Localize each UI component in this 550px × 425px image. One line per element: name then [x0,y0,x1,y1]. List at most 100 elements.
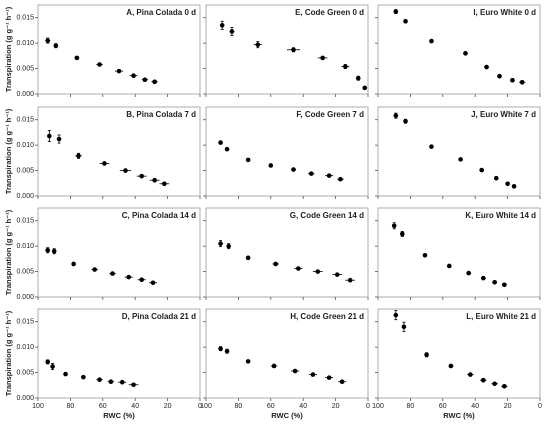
point [493,175,499,181]
point [343,64,348,69]
point [255,42,261,47]
point [152,79,157,85]
point [401,324,407,330]
point [326,375,332,380]
plot-frame [377,308,541,399]
point [162,181,167,187]
plot-frame [377,207,541,298]
point [63,371,68,377]
y-tick-label: 0.005 [16,268,34,275]
y-axis-label: Transpiration (g g⁻¹ h⁻¹) [4,6,13,92]
point [131,382,136,388]
x-tick-label: 40 [299,403,307,410]
point [393,9,399,14]
point [505,181,510,187]
point [71,261,76,267]
point [338,176,343,182]
point [497,73,502,79]
y-tick-label: 0.015 [16,15,34,22]
point [511,184,517,189]
point [102,161,107,166]
y-tick-label: 0.005 [16,167,34,174]
point [403,118,408,124]
x-tick-label: 80 [407,403,415,410]
plot-frame [205,308,369,399]
plot-frame [205,106,369,197]
x-tick-label: 0 [366,403,370,410]
point [502,282,507,288]
point [479,167,484,173]
y-tick-label: 0.005 [16,369,34,376]
point [219,23,225,28]
point [74,55,80,61]
point [320,55,325,61]
y-tick-label: 0.015 [16,117,34,124]
y-tick-label: 0.000 [16,193,34,200]
point [422,252,428,258]
point [271,363,277,369]
y-axis-label: Transpiration (g g⁻¹ h⁻¹) [4,209,13,295]
point [492,279,497,285]
x-tick-label: 80 [67,403,75,410]
point [362,85,368,91]
point [218,140,223,145]
point [97,377,102,382]
point [51,248,57,254]
point [131,73,136,78]
x-tick-label: 0 [198,403,202,410]
y-tick-label: 0.005 [16,65,34,72]
panel-title: J, Euro White 7 d [471,110,536,119]
point [334,272,340,277]
point [224,146,230,152]
plot-frame [37,106,201,197]
y-tick-label: 0.010 [16,40,34,47]
x-tick-label: 40 [471,403,479,410]
point [393,312,399,318]
point [150,280,156,286]
point [448,363,454,369]
panel-title: K, Euro White 14 d [465,211,536,220]
point [463,51,468,56]
point [45,38,51,43]
plot-frame [37,4,201,95]
point [126,274,132,280]
point [519,80,525,85]
point [245,157,251,163]
point [339,379,345,385]
point [139,173,144,179]
x-tick-label: 80 [235,403,243,410]
point [429,38,434,44]
point [116,68,122,74]
point [492,381,497,387]
x-axis-label: RWC (%) [443,411,475,420]
y-tick-label: 0.010 [16,344,34,351]
point [81,374,86,380]
plot-frame [377,4,541,95]
point [45,247,51,253]
point [92,267,97,272]
point [152,177,157,183]
x-tick-label: 20 [504,403,512,410]
point [391,223,397,229]
x-axis-label: RWC (%) [271,411,303,420]
point [273,261,278,267]
point [218,241,223,246]
y-tick-label: 0.015 [16,218,34,225]
point [458,157,463,162]
panel-title: I, Euro White 0 d [473,8,536,17]
y-tick-label: 0.000 [16,395,34,402]
point [355,75,361,81]
x-tick-label: 100 [32,403,44,410]
x-tick-label: 60 [439,403,447,410]
point [45,359,51,365]
point [53,43,59,48]
point [424,352,429,358]
x-tick-label: 20 [332,403,340,410]
point [108,379,114,385]
y-axis-label: Transpiration (g g⁻¹ h⁻¹) [4,108,13,194]
point [76,153,81,159]
y-tick-label: 0.000 [16,91,34,98]
point [97,62,102,67]
point [393,113,399,118]
